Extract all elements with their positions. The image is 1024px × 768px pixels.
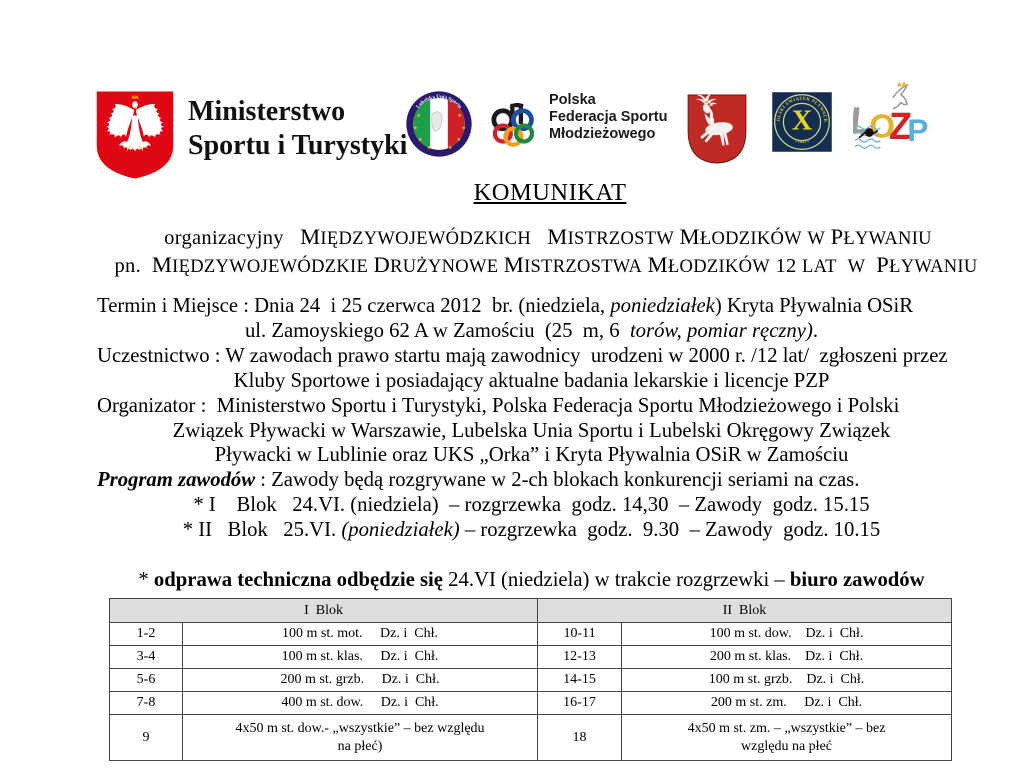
svg-text:★: ★: [457, 113, 462, 119]
svg-text:• 1922 •: • 1922 •: [795, 139, 809, 144]
svg-text:★: ★: [457, 137, 462, 143]
svg-text:X: X: [792, 105, 813, 136]
svg-text:★: ★: [418, 137, 423, 143]
svg-text:★: ★: [461, 125, 466, 131]
svg-text:★: ★: [413, 125, 418, 131]
svg-text:★: ★: [417, 113, 422, 119]
svg-text:P: P: [907, 112, 928, 148]
svg-text:LUS: LUS: [433, 140, 445, 146]
svg-text:★: ★: [427, 145, 432, 151]
svg-text:★: ★: [448, 145, 453, 151]
